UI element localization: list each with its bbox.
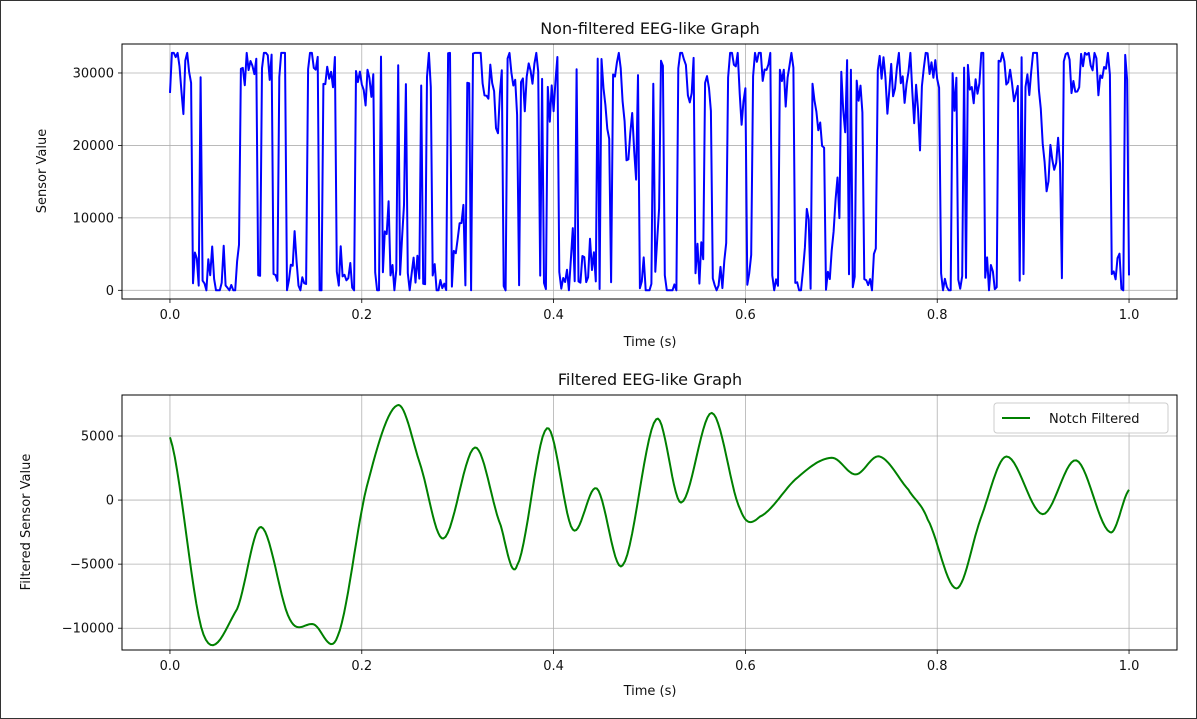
chart-1-xlabel: Time (s) <box>623 335 677 350</box>
y-tick-label: 10000 <box>73 211 114 226</box>
chart-1-series-line <box>169 51 1130 292</box>
x-tick-label: 0.2 <box>351 308 372 323</box>
y-tick-label: −5000 <box>70 558 114 573</box>
x-tick-label: 0.8 <box>927 659 948 674</box>
chart-2-xlabel: Time (s) <box>623 684 677 699</box>
chart-2: Filtered EEG-like Graph 0.0 0.2 0.4 0.6 0.8 1… <box>19 370 1178 699</box>
chart-2-legend: Notch Filtered <box>993 402 1169 434</box>
chart-2-title: Filtered EEG-like Graph <box>558 370 742 389</box>
chart-1: Non-filtered EEG-like Graph 0.0 0.2 0.4 0.6… <box>35 19 1178 350</box>
chart-1-ticks: 0.0 0.2 0.4 0.6 0.8 1.0 0 10000 20000 30000 <box>73 66 1140 323</box>
x-tick-label: 0.4 <box>543 308 564 323</box>
x-tick-label: 1.0 <box>1119 308 1140 323</box>
chart-1-axes-frame <box>121 43 1178 300</box>
chart-2-ylabel: Filtered Sensor Value <box>19 454 34 591</box>
x-tick-label: 0.0 <box>160 308 181 323</box>
y-tick-label: 30000 <box>73 66 114 81</box>
chart-2-axes-frame <box>121 394 1178 651</box>
legend-box <box>993 402 1169 434</box>
x-tick-label: 0.0 <box>160 659 181 674</box>
y-tick-label: 20000 <box>73 139 114 154</box>
chart-2-ticks: 0.0 0.2 0.4 0.6 0.8 1.0 −10000 −5000 0 5000 <box>62 430 1140 674</box>
x-tick-label: 1.0 <box>1119 659 1140 674</box>
x-tick-label: 0.8 <box>927 308 948 323</box>
chart-1-ylabel: Sensor Value <box>35 129 50 213</box>
x-tick-label: 0.6 <box>735 308 756 323</box>
y-tick-label: 0 <box>106 494 114 509</box>
x-tick-label: 0.2 <box>351 659 372 674</box>
x-tick-label: 0.4 <box>543 659 564 674</box>
y-tick-label: 0 <box>106 284 114 299</box>
chart-1-series-area <box>169 51 1130 292</box>
y-tick-label: 5000 <box>81 430 114 445</box>
y-tick-label: −10000 <box>62 622 114 637</box>
chart-2-series-area <box>169 404 1130 647</box>
x-tick-label: 0.6 <box>735 659 756 674</box>
legend-label-notch-filtered: Notch Filtered <box>1049 412 1139 427</box>
chart-1-title: Non-filtered EEG-like Graph <box>540 19 760 38</box>
chart-2-series-line <box>169 404 1130 647</box>
